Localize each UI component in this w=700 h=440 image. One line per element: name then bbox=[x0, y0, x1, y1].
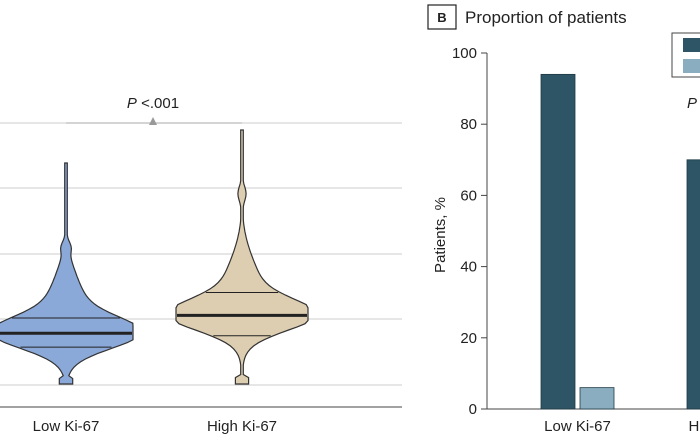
significance-marker bbox=[149, 117, 157, 125]
panel-b-letter-box bbox=[427, 4, 457, 30]
panel-b-letter: B bbox=[437, 10, 446, 25]
bar-x-tick-label: Low Ki-67 bbox=[544, 418, 611, 435]
y-axis: 0 20 40 60 80 100 bbox=[452, 45, 488, 418]
legend bbox=[671, 32, 700, 78]
legend-swatch-2 bbox=[683, 59, 700, 73]
y-axis-title: Patients, % bbox=[432, 197, 449, 273]
violin-shapes bbox=[0, 129, 309, 385]
violin-p-label: P bbox=[127, 95, 137, 112]
bar-panel: B Proportion of patients Patients, % 0 20… bbox=[427, 4, 700, 435]
bar-2 bbox=[579, 387, 615, 410]
violin-x-tick-label: Low Ki-67 bbox=[33, 418, 100, 435]
bar-1 bbox=[686, 159, 700, 410]
bar-1 bbox=[540, 73, 576, 410]
violin-p-value: P <.001 bbox=[127, 95, 179, 112]
violin-shape bbox=[0, 162, 134, 385]
y-tick-label: 0 bbox=[469, 401, 477, 418]
legend-swatch-1 bbox=[683, 38, 700, 52]
y-tick-label: 40 bbox=[460, 259, 477, 276]
bar-x-tick-labels: Low Ki-67 High Ki-67 bbox=[544, 418, 700, 435]
panel-b-title: Proportion of patients bbox=[465, 8, 627, 27]
violin-shape bbox=[175, 129, 309, 385]
violin-panel: Low Ki-67 High Ki-67 P <.001 bbox=[0, 95, 402, 435]
panel-b-header: B Proportion of patients bbox=[427, 4, 627, 30]
y-tick-label: 80 bbox=[460, 116, 477, 133]
y-tick-label: 20 bbox=[460, 330, 477, 347]
violin-significance: P <.001 bbox=[66, 95, 242, 125]
bar-x-tick-label: High Ki-67 bbox=[688, 418, 700, 435]
violin-x-tick-labels: Low Ki-67 High Ki-67 bbox=[33, 418, 277, 435]
violin-p-number: <.001 bbox=[141, 95, 179, 112]
y-tick-label: 60 bbox=[460, 187, 477, 204]
bar-marks bbox=[540, 73, 700, 410]
y-tick-label: 100 bbox=[452, 45, 477, 62]
bar-p-label: P bbox=[687, 95, 697, 112]
violin-x-tick-label: High Ki-67 bbox=[207, 418, 277, 435]
